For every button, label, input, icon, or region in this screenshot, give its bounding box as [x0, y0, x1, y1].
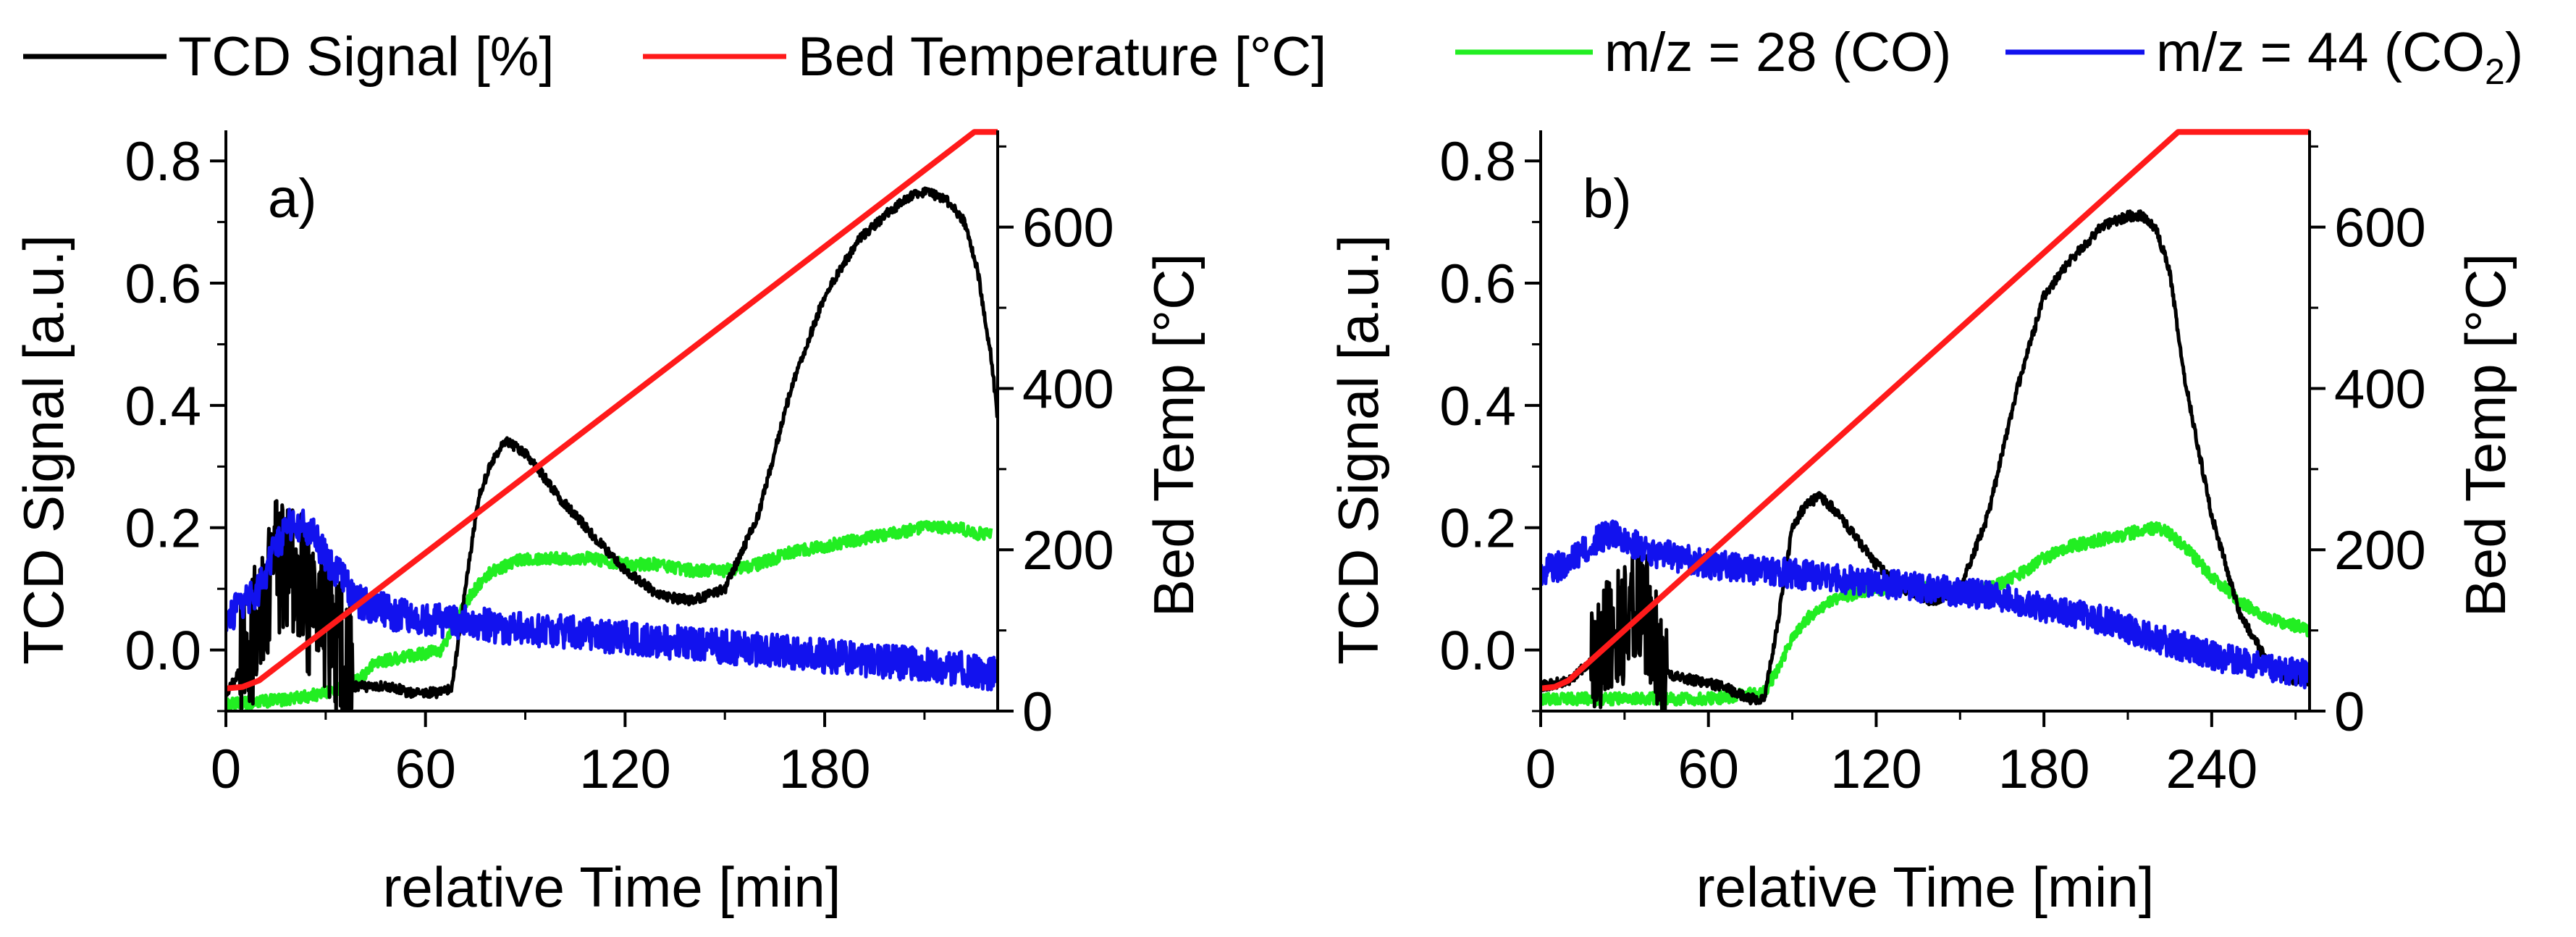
- y-left-tick-label: 0.8: [125, 131, 201, 193]
- y-left-tick-label: 0.2: [125, 498, 201, 560]
- x-tick-label: 180: [779, 739, 871, 800]
- x-tick-label: 0: [1525, 739, 1556, 800]
- x-tick-label: 180: [1998, 739, 2090, 800]
- x-tick-label: 120: [579, 739, 671, 800]
- y-left-tick-label: 0.2: [1439, 498, 1516, 560]
- series-line-tcd: [226, 186, 998, 711]
- y-right-tick-label: 0: [2334, 681, 2365, 743]
- series-group: [226, 129, 998, 711]
- legend: TCD Signal [%] Bed Temperature [°C] m/z …: [23, 22, 2523, 92]
- y-left-tick-label: 0.0: [1439, 621, 1516, 682]
- y-left-axis-title: TCD Signal [a.u.]: [1326, 235, 1390, 665]
- y-left-tick-label: 0.8: [1439, 131, 1516, 193]
- y-right-tick-label: 600: [2334, 198, 2426, 259]
- series-line-co2: [1541, 519, 2310, 690]
- y-left-tick-label: 0.4: [1439, 376, 1516, 437]
- x-axis-title: relative Time [min]: [1696, 855, 2155, 919]
- legend-label-co: m/z = 28 (CO): [1604, 22, 1951, 83]
- y-left-tick-label: 0.4: [125, 376, 201, 437]
- legend-label-co2: m/z = 44 (CO2): [2156, 22, 2523, 92]
- series-line-bed: [226, 129, 998, 692]
- panel-label: b): [1583, 168, 1632, 230]
- series-group: [1541, 129, 2310, 711]
- y-right-axis-title: Bed Temp [°C]: [1142, 253, 1205, 617]
- legend-label-bed-temperature: Bed Temperature [°C]: [798, 26, 1326, 88]
- x-tick-label: 60: [1678, 739, 1739, 800]
- x-tick-label: 60: [395, 739, 456, 800]
- series-line-co2: [226, 508, 998, 692]
- y-left-tick-label: 0.6: [1439, 253, 1516, 315]
- y-right-tick-label: 200: [2334, 520, 2426, 581]
- y-left-tick-label: 0.6: [125, 253, 201, 315]
- x-tick-label: 240: [2165, 739, 2257, 800]
- x-tick-label: 0: [211, 739, 241, 800]
- y-right-axis-title: Bed Temp [°C]: [2454, 253, 2517, 617]
- series-line-bed: [1541, 129, 2310, 692]
- x-axis-title: relative Time [min]: [383, 855, 841, 919]
- series-line-co: [1541, 521, 2310, 707]
- legend-label-tcd: TCD Signal [%]: [178, 26, 555, 88]
- y-left-axis-title: TCD Signal [a.u.]: [12, 235, 75, 665]
- y-left-tick-label: 0.0: [125, 621, 201, 682]
- y-right-tick-label: 0: [1022, 681, 1053, 743]
- panel-a: 0 60 120 180 0.0 0.2 0.4 0.6 0.8 0 200 400 600 a) rela…: [12, 129, 1205, 919]
- y-right-tick-label: 400: [2334, 358, 2426, 420]
- panel-b: 0 60 120 180 240 0.0 0.2 0.4 0.6 0.8 0 200 400 600 b) r…: [1326, 129, 2517, 919]
- x-tick-label: 120: [1830, 739, 1922, 800]
- y-right-tick-label: 400: [1022, 358, 1114, 420]
- y-right-tick-label: 200: [1022, 520, 1114, 581]
- y-right-tick-label: 600: [1022, 198, 1114, 259]
- panel-label: a): [268, 168, 317, 230]
